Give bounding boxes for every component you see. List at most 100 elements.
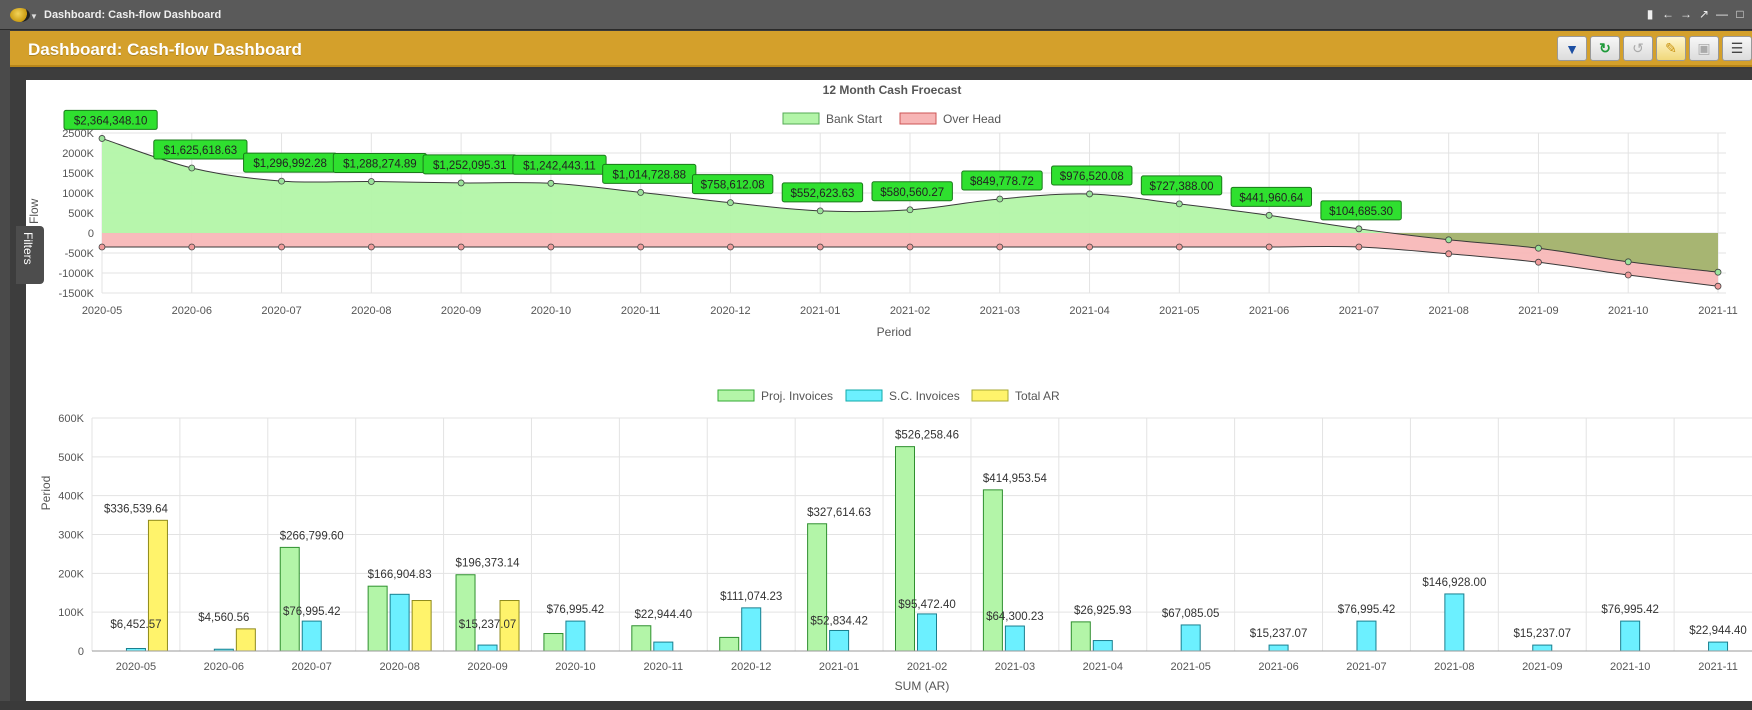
- data-point: [1535, 244, 1542, 252]
- data-label-box: [63, 109, 158, 130]
- chevron-down-icon[interactable]: ▼: [30, 12, 38, 21]
- maximize-icon[interactable]: □: [1736, 7, 1744, 21]
- bar-s-c-invoices: [917, 613, 937, 652]
- bar-total-ar: [147, 519, 168, 652]
- data-label: $336,539.64: [104, 503, 169, 515]
- data-label: $414,953.54: [983, 473, 1048, 485]
- window-titlebar: ▼ Dashboard: Cash-flow Dashboard ▮ ← → ↗…: [0, 0, 1752, 30]
- bar-proj-invoices: [631, 625, 652, 652]
- filters-tab[interactable]: Filters: [16, 226, 44, 284]
- window-title: Dashboard: Cash-flow Dashboard: [44, 9, 222, 21]
- data-label-secondary: $64,300.23: [986, 611, 1044, 623]
- ar-bar-chart: Proj. Invoices S.C. Invoices Total AR $3…: [39, 389, 1752, 693]
- chart-bars: [125, 446, 1729, 652]
- x-tick-label: 2020-09: [467, 661, 507, 673]
- filter-icon: ▼: [1565, 40, 1579, 57]
- undo-icon: ↺: [1632, 40, 1644, 56]
- chart-grid: [91, 417, 1752, 652]
- data-point: [906, 206, 914, 214]
- data-point: [1175, 243, 1183, 251]
- data-point: [1355, 225, 1363, 233]
- edit-icon: ✎: [1665, 40, 1677, 56]
- x-tick-label: 2021-09: [1518, 305, 1558, 317]
- data-label: $76,995.42: [547, 604, 605, 616]
- y-tick-label: 100K: [58, 607, 84, 619]
- bar-proj-invoices: [455, 574, 476, 652]
- legend-label-proj-invoices: Proj. Invoices: [761, 389, 833, 403]
- save-icon: ▣: [1697, 40, 1711, 56]
- legend-label-bank-start: Bank Start: [826, 112, 883, 126]
- minimize-icon[interactable]: —: [1716, 7, 1728, 21]
- bar-proj-invoices: [367, 585, 388, 652]
- bar-proj-invoices: [895, 446, 915, 652]
- data-label-box: [153, 139, 248, 160]
- legend-swatch-sc-invoices: [845, 389, 883, 402]
- data-point: [457, 243, 465, 251]
- data-label-box: [961, 170, 1043, 191]
- bookmark-icon[interactable]: ▮: [1646, 7, 1654, 21]
- data-label: $15,237.07: [1513, 628, 1571, 640]
- data-label: $1,242,443.11: [523, 160, 596, 172]
- data-label-secondary: $6,452.57: [110, 619, 161, 631]
- x-tick-label: 2020-08: [379, 661, 419, 673]
- x-tick-label: 2020-10: [555, 661, 595, 673]
- edit-button[interactable]: ✎: [1656, 36, 1686, 61]
- y-tick-label: 1000K: [62, 188, 94, 200]
- data-label: $1,288,274.89: [343, 158, 417, 170]
- data-label: $2,364,348.10: [74, 115, 148, 127]
- x-tick-label: 2020-12: [710, 305, 750, 317]
- y-tick-label: -1500K: [59, 288, 95, 300]
- data-label: $26,925.93: [1074, 605, 1132, 617]
- chart-legend: Proj. Invoices S.C. Invoices Total AR: [717, 389, 1060, 403]
- data-point: [547, 243, 555, 251]
- data-label: $76,995.42: [1338, 604, 1396, 616]
- data-point: [188, 164, 196, 172]
- y-tick-label: 400K: [58, 491, 84, 503]
- chart-points: [98, 135, 1722, 290]
- data-label: $580,560.27: [880, 187, 944, 199]
- chart-axes: 2500K 2000K 1500K 1000K 500K 0 -500K -1000K -150…: [59, 128, 1738, 317]
- data-point: [1265, 211, 1273, 219]
- filter-button[interactable]: ▼: [1557, 36, 1587, 61]
- data-label: $1,014,728.88: [612, 169, 686, 181]
- bar-proj-invoices: [279, 546, 300, 652]
- x-tick-label: 2020-11: [644, 661, 684, 673]
- x-tick-label: 2021-08: [1428, 305, 1468, 317]
- cash-forecast-chart: 12 Month Cash Froecast Bank Start Over H…: [27, 83, 1738, 339]
- back-icon[interactable]: ←: [1662, 7, 1674, 21]
- legend-label-over-head: Over Head: [943, 112, 1001, 126]
- y-tick-label: 1500K: [62, 168, 94, 180]
- y-tick-label: -500K: [65, 248, 95, 260]
- refresh-button[interactable]: ↻: [1590, 36, 1620, 61]
- menu-button[interactable]: ☰: [1722, 36, 1752, 61]
- x-tick-label: 2021-11: [1698, 661, 1738, 673]
- x-tick-label: 2020-05: [116, 661, 156, 673]
- save-button[interactable]: ▣: [1689, 36, 1719, 61]
- data-label: $67,085.05: [1162, 608, 1220, 620]
- data-point: [996, 195, 1004, 203]
- y-tick-label: 500K: [68, 208, 94, 220]
- undo-button[interactable]: ↺: [1623, 36, 1653, 61]
- y-tick-label: 0: [78, 646, 84, 658]
- bar-s-c-invoices: [1532, 644, 1553, 652]
- refresh-icon: ↻: [1599, 40, 1611, 56]
- x-tick-label: 2020-11: [621, 305, 661, 317]
- data-point: [1265, 243, 1273, 251]
- data-point: [637, 243, 645, 251]
- data-label: $758,612.08: [701, 180, 765, 192]
- data-point: [278, 177, 285, 185]
- x-tick-label: 2021-10: [1610, 661, 1650, 673]
- data-label-secondary: $76,995.42: [283, 606, 341, 618]
- x-tick-label: 2020-05: [82, 305, 122, 317]
- data-label: $22,944.40: [1689, 625, 1747, 637]
- data-point: [1175, 200, 1183, 208]
- external-link-icon[interactable]: ↗: [1698, 7, 1710, 21]
- data-label-secondary: $15,237.07: [459, 619, 517, 631]
- forward-icon[interactable]: →: [1680, 7, 1692, 21]
- bar-s-c-invoices: [301, 620, 322, 652]
- y-tick-label: 500K: [58, 452, 84, 464]
- app-logo[interactable]: [10, 8, 30, 22]
- y-axis-label: Period: [39, 476, 53, 511]
- window-controls: ▮ ← → ↗ — □: [1644, 7, 1746, 21]
- legend-label-sc-invoices: S.C. Invoices: [889, 389, 960, 403]
